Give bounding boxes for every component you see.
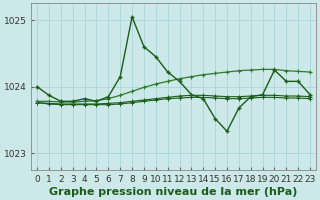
X-axis label: Graphe pression niveau de la mer (hPa): Graphe pression niveau de la mer (hPa)	[49, 187, 298, 197]
